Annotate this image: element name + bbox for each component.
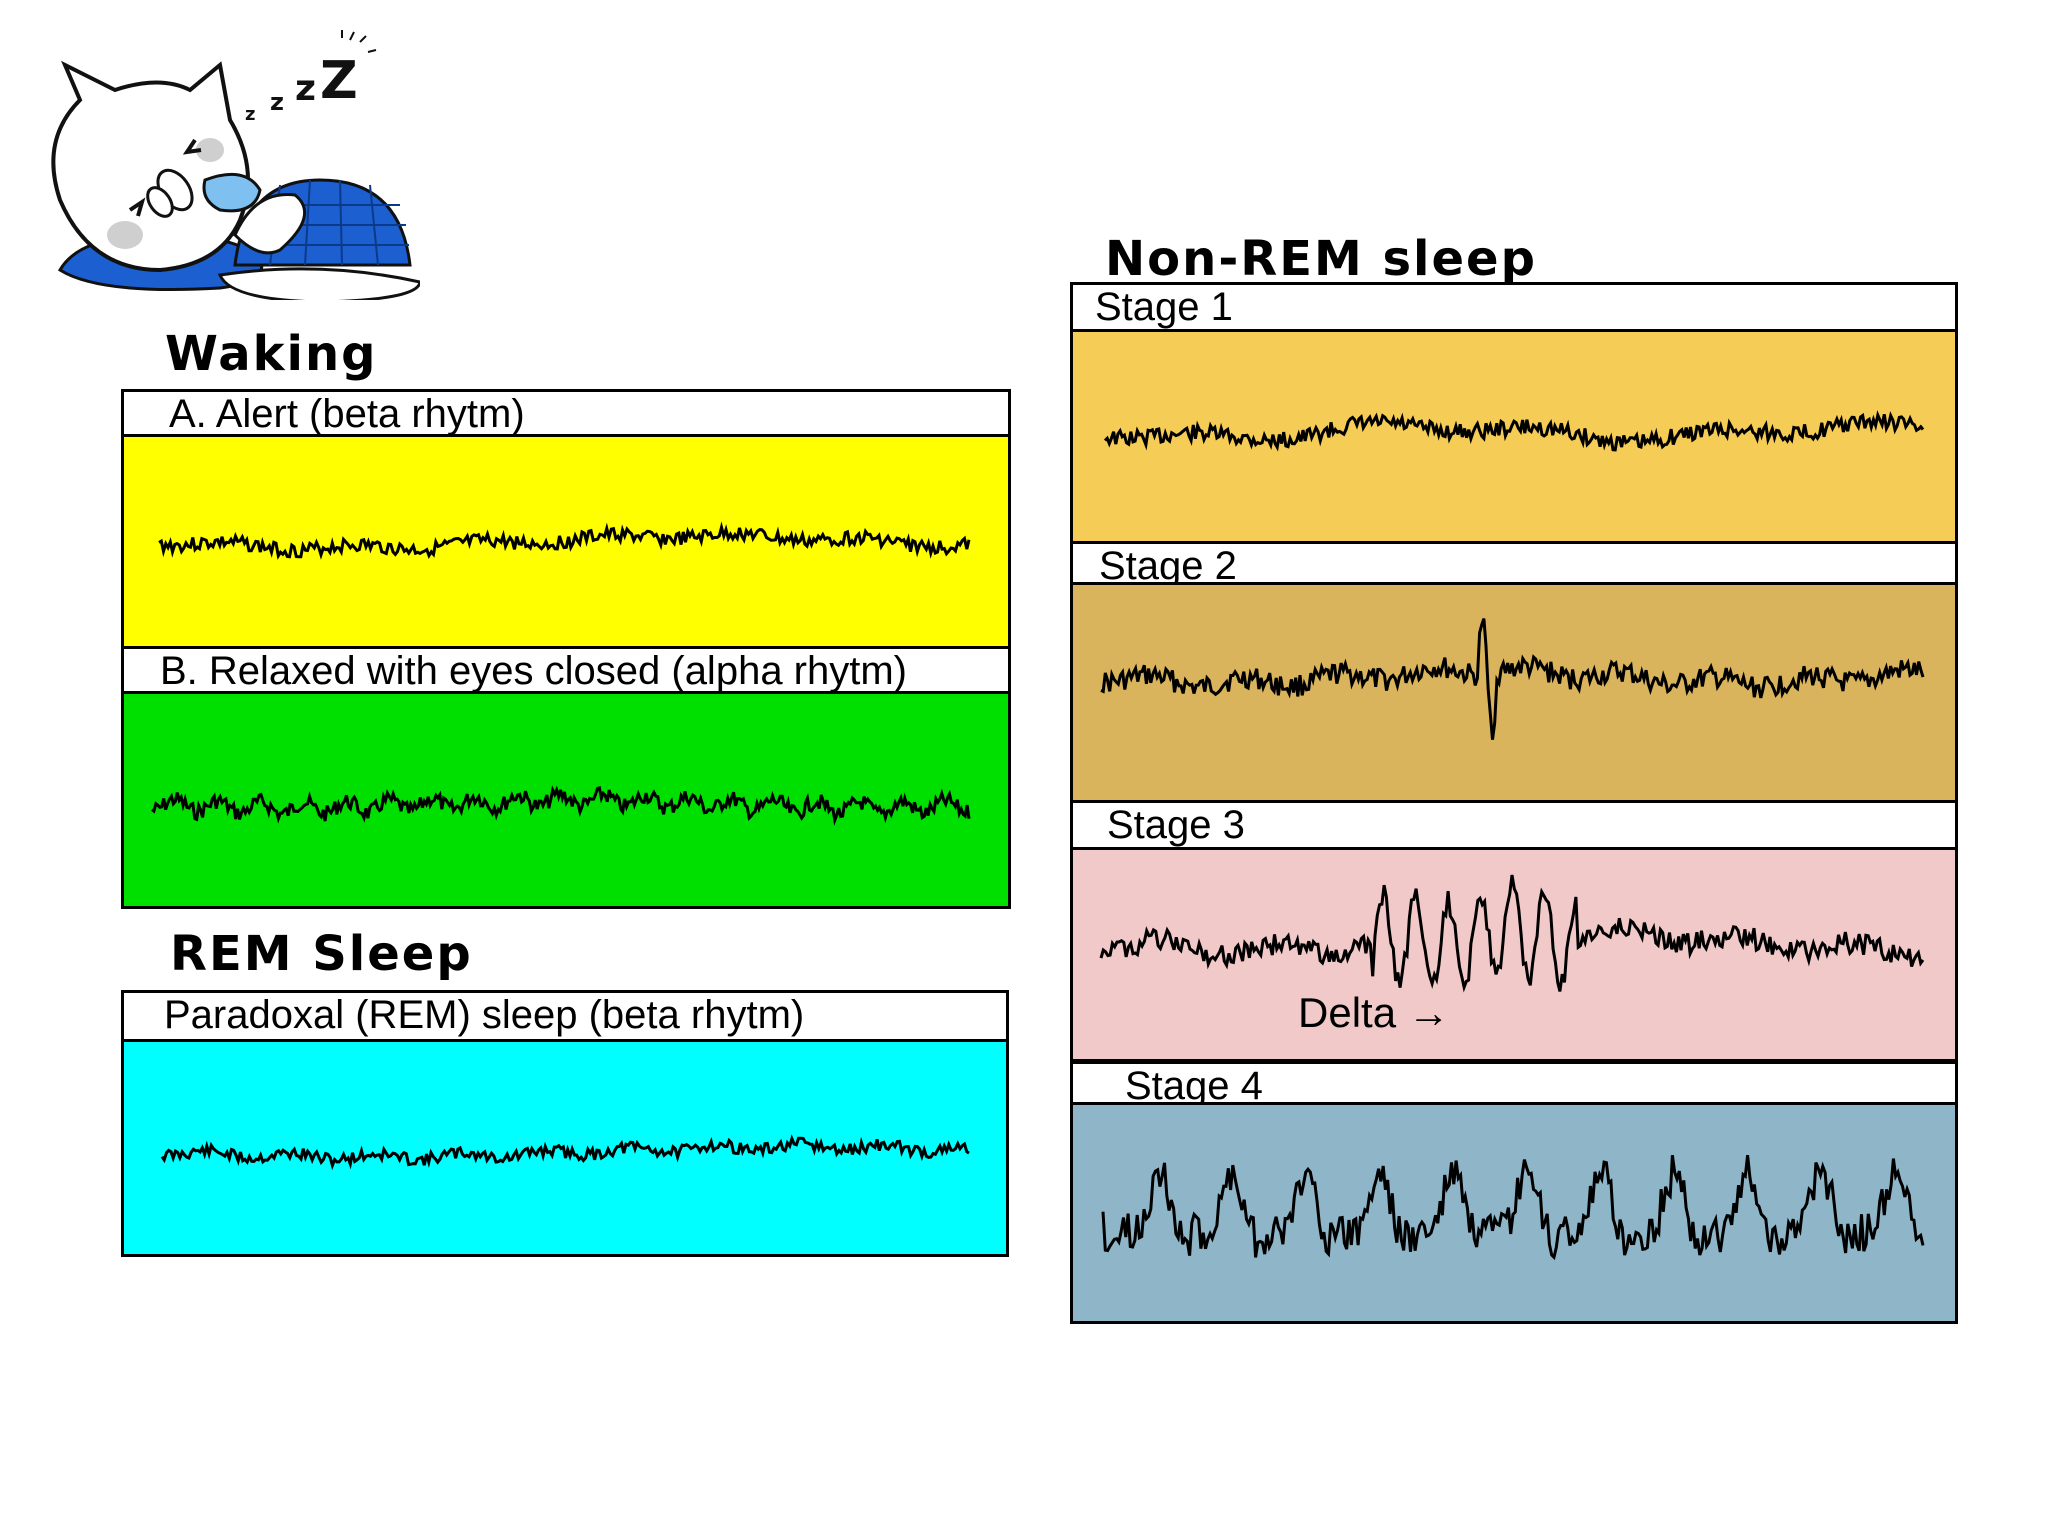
stage4-eeg-trace [1101,1155,1925,1261]
rem-title: REM Sleep [170,926,473,982]
stage4-label: Stage 4 [1070,1061,1958,1105]
waking-title: Waking [165,326,378,382]
stage3-eeg-trace [1099,874,1925,993]
stage2-panel [1070,582,1958,803]
alert-eeg-trace [158,521,971,560]
snore-marks: z z z Z [245,51,358,125]
alert-label: A. Alert (beta rhytm) [121,389,1011,437]
stage3-panel: Delta → [1070,847,1958,1062]
stage2-eeg-trace [1100,618,1925,740]
stage1-eeg-trace [1103,410,1925,452]
svg-text:z: z [295,68,316,109]
relaxed-eeg-trace [151,785,971,826]
alert-panel [121,434,1011,649]
stage1-label: Stage 1 [1070,282,1958,332]
svg-text:Z: Z [320,51,358,111]
stage4-panel [1070,1102,1958,1324]
rem-eeg-trace [160,1134,970,1171]
sleeping-cat-icon: z z z Z [51,30,420,300]
nonrem-title: Non-REM sleep [1105,231,1537,287]
relaxed-label: B. Relaxed with eyes closed (alpha rhytm… [121,646,1011,694]
svg-text:z: z [270,88,284,116]
rem-panel [121,1039,1009,1257]
rem-label: Paradoxal (REM) sleep (beta rhytm) [121,990,1009,1042]
svg-text:z: z [245,104,255,125]
stage2-label: Stage 2 [1070,541,1958,585]
relaxed-panel [121,691,1011,909]
stage3-label: Stage 3 [1070,800,1958,850]
stage1-panel [1070,329,1958,544]
delta-label: Delta → [1298,989,1450,1036]
